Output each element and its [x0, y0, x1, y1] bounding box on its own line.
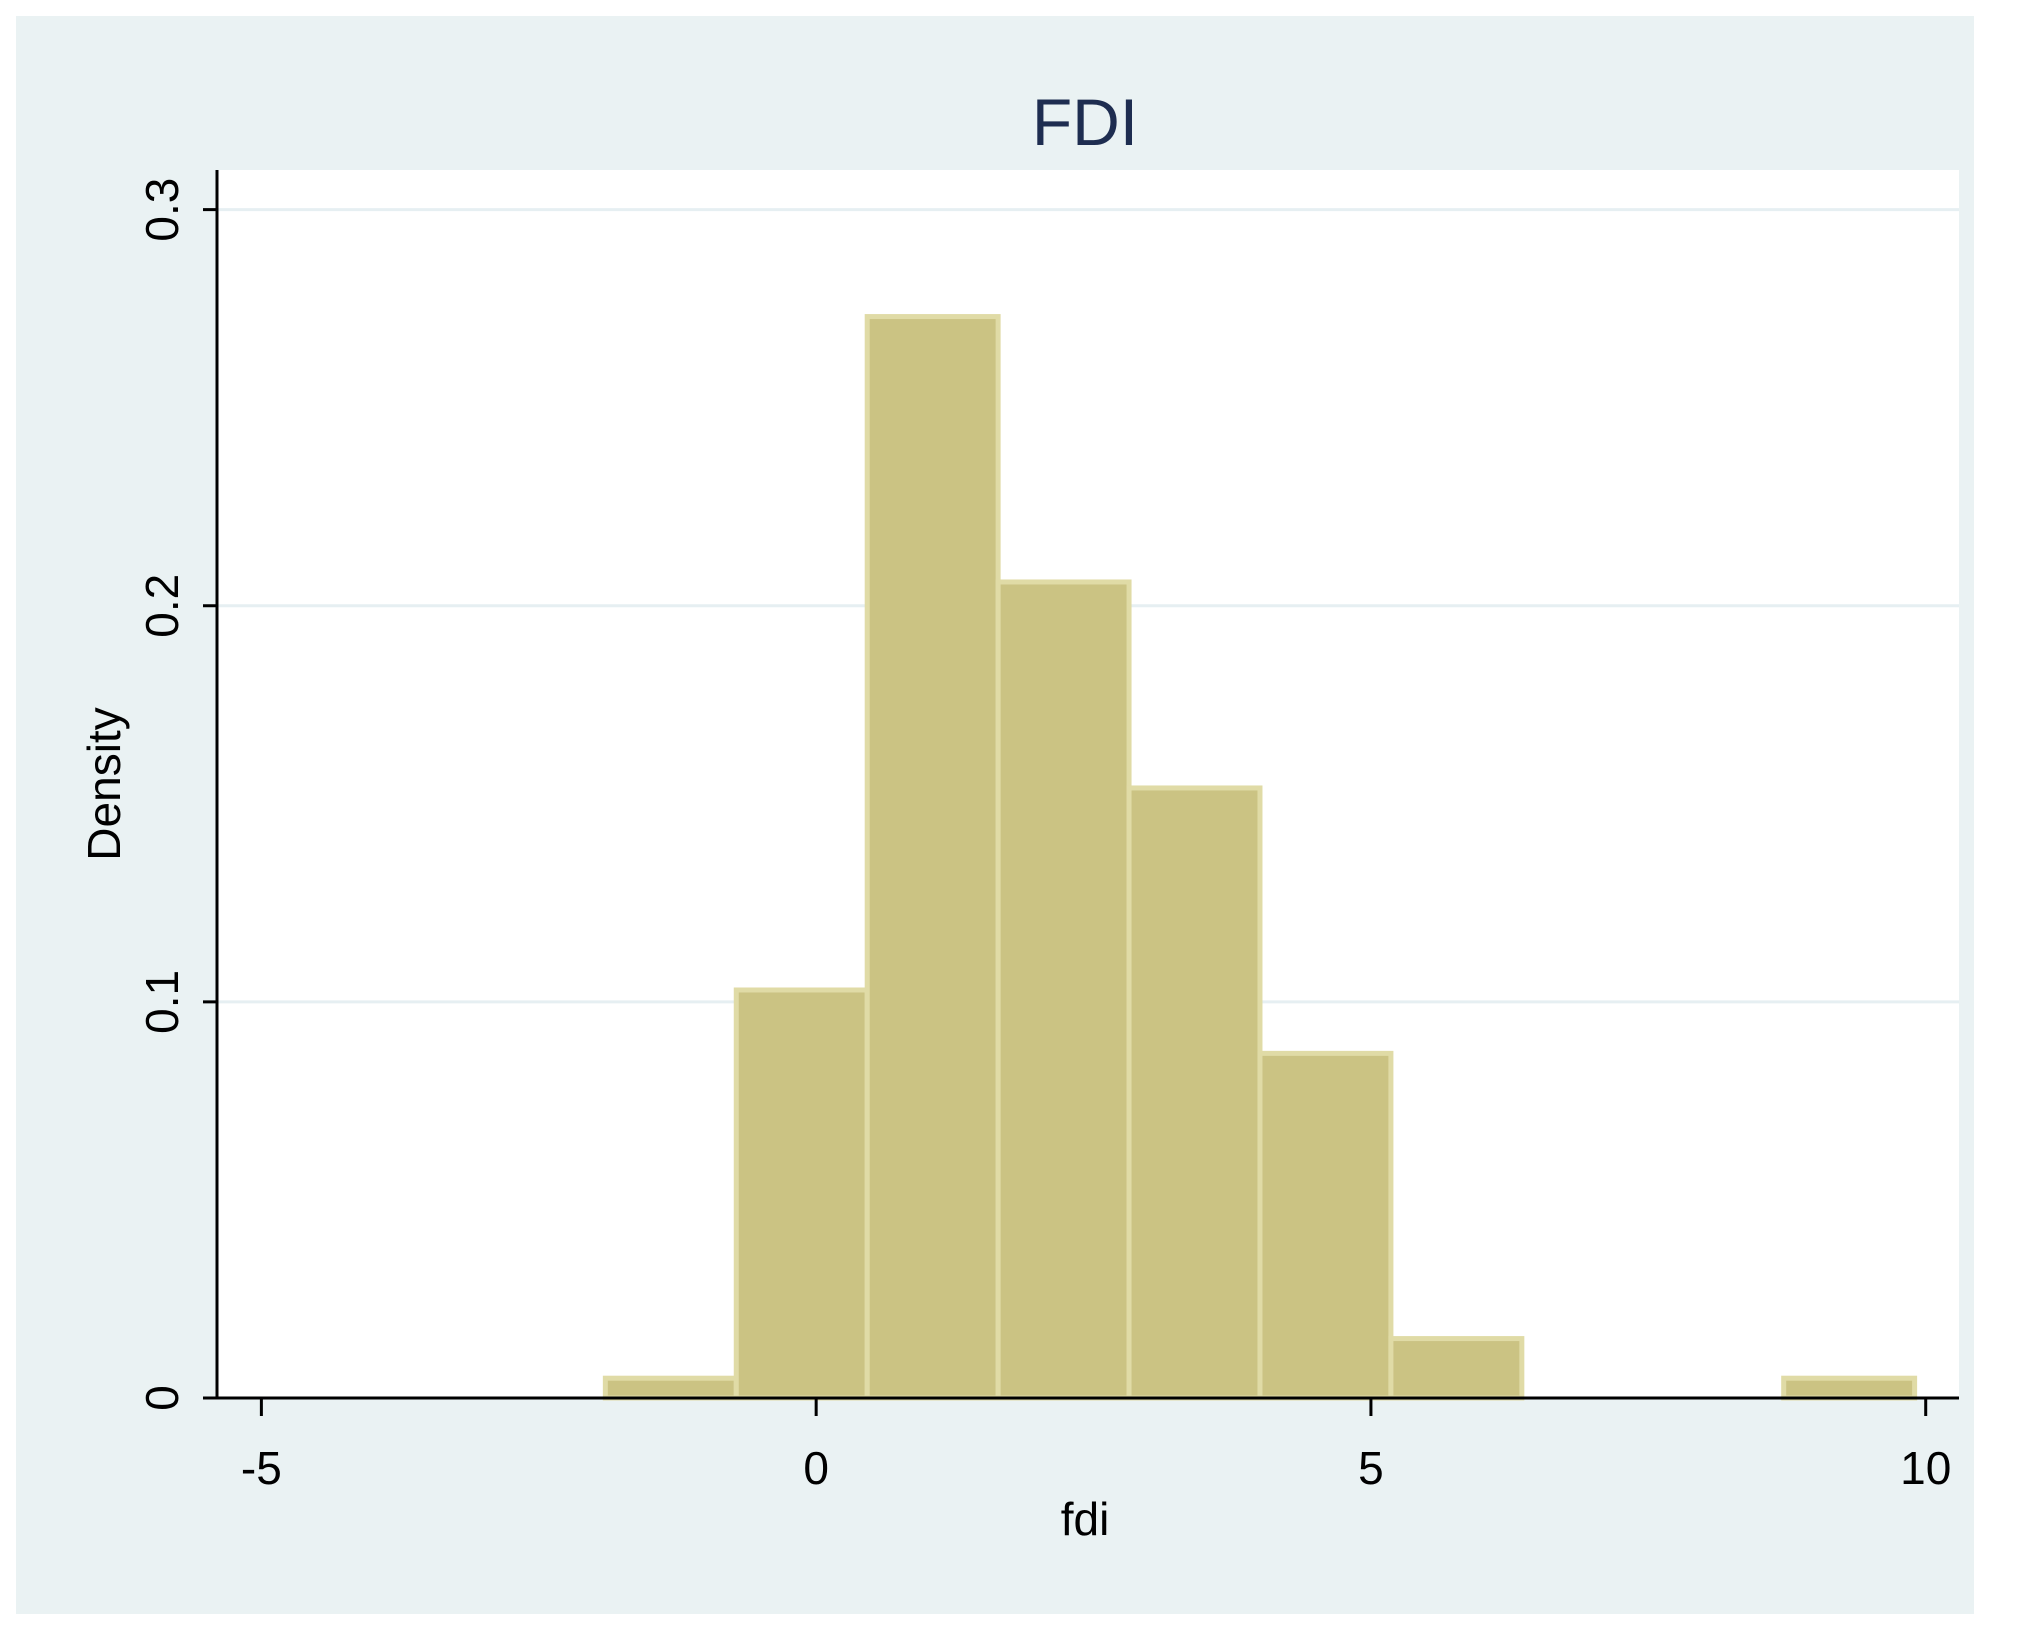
x-tick-label: 0 — [803, 1442, 829, 1494]
histogram-bar — [1388, 1336, 1525, 1401]
y-tick-label: 0.2 — [136, 574, 188, 638]
x-tick-label: -5 — [241, 1442, 282, 1494]
chart-title: FDI — [1032, 85, 1138, 159]
x-tick-label: 5 — [1358, 1442, 1384, 1494]
tick-labels: 0 0.1 0.2 0.3 -5 0 5 10 — [136, 178, 1951, 1494]
histogram-bar — [864, 314, 1001, 1401]
x-axis-label: fdi — [1061, 1493, 1110, 1545]
y-tick-label: 0.3 — [136, 178, 188, 242]
axes — [203, 170, 1959, 1416]
histogram-bars — [602, 314, 1918, 1401]
y-tick-label: 0 — [136, 1385, 188, 1411]
x-tick-label: 10 — [1900, 1442, 1951, 1494]
y-tick-label: 0.1 — [136, 970, 188, 1034]
histogram-bar — [602, 1375, 739, 1401]
histogram-bar — [733, 987, 870, 1401]
histogram-bar — [1126, 785, 1263, 1401]
histogram-bar — [1257, 1050, 1394, 1401]
histogram-bar — [1781, 1375, 1918, 1401]
histogram-bar — [995, 579, 1132, 1401]
y-axis-label: Density — [78, 707, 130, 860]
